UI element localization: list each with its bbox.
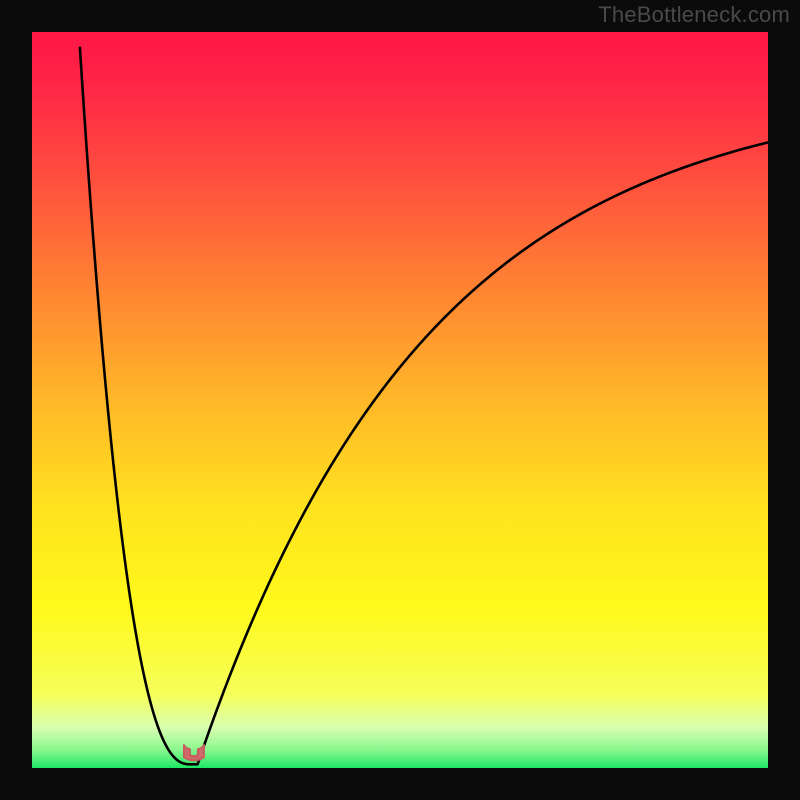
- bottleneck-chart: TheBottleneck.com: [0, 0, 800, 800]
- heatmap-gradient: [32, 32, 768, 768]
- chart-svg: [0, 0, 800, 800]
